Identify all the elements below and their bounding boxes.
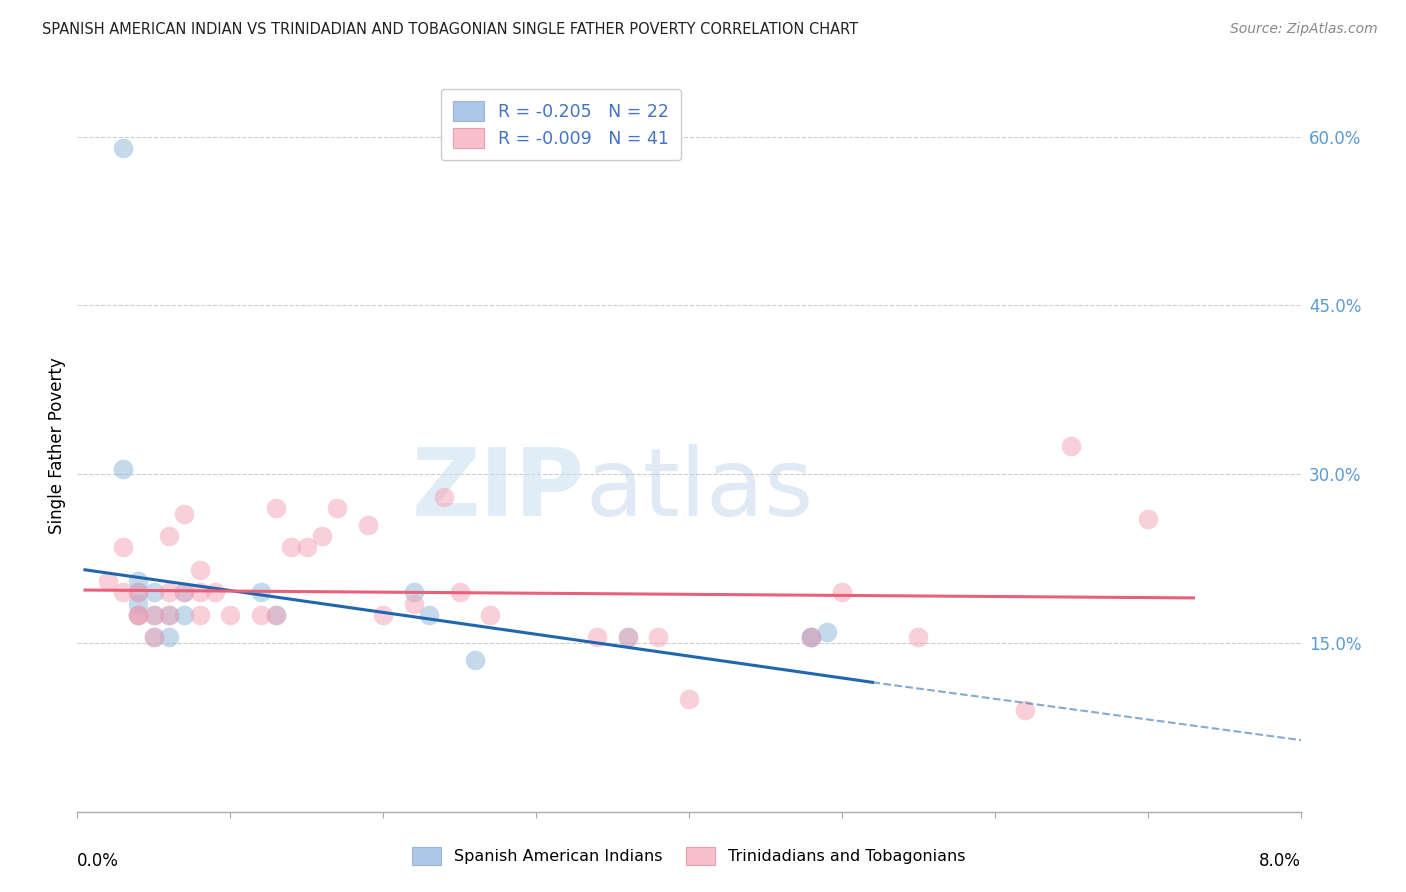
Point	[128, 607, 150, 622]
Point	[142, 607, 165, 622]
Point	[264, 607, 287, 622]
Point	[128, 574, 150, 588]
Point	[800, 630, 823, 644]
Point	[418, 607, 440, 622]
Point	[157, 607, 180, 622]
Point	[586, 630, 609, 644]
Legend: Spanish American Indians, Trinidadians and Tobagonians: Spanish American Indians, Trinidadians a…	[405, 838, 973, 873]
Point	[617, 630, 640, 644]
Point	[479, 607, 502, 622]
Point	[142, 630, 165, 644]
Point	[112, 541, 135, 555]
Point	[1060, 439, 1083, 453]
Point	[128, 585, 150, 599]
Point	[188, 607, 211, 622]
Point	[219, 607, 242, 622]
Point	[433, 490, 456, 504]
Point	[264, 500, 287, 515]
Point	[250, 607, 273, 622]
Point	[128, 607, 150, 622]
Point	[402, 585, 425, 599]
Point	[157, 607, 180, 622]
Point	[280, 541, 302, 555]
Point	[157, 529, 180, 543]
Point	[97, 574, 120, 588]
Text: SPANISH AMERICAN INDIAN VS TRINIDADIAN AND TOBAGONIAN SINGLE FATHER POVERTY CORR: SPANISH AMERICAN INDIAN VS TRINIDADIAN A…	[42, 22, 858, 37]
Point	[1014, 703, 1036, 717]
Point	[800, 630, 823, 644]
Point	[815, 624, 838, 639]
Point	[831, 585, 853, 599]
Text: 8.0%: 8.0%	[1258, 852, 1301, 870]
Point	[204, 585, 226, 599]
Point	[173, 607, 195, 622]
Point	[173, 507, 195, 521]
Point	[112, 461, 135, 475]
Point	[173, 585, 195, 599]
Point	[617, 630, 640, 644]
Y-axis label: Single Father Poverty: Single Father Poverty	[48, 358, 66, 534]
Point	[678, 692, 700, 706]
Point	[157, 630, 180, 644]
Point	[357, 517, 380, 532]
Point	[907, 630, 929, 644]
Point	[142, 630, 165, 644]
Point	[264, 607, 287, 622]
Point	[142, 607, 165, 622]
Point	[800, 630, 823, 644]
Point	[1136, 512, 1159, 526]
Point	[449, 585, 471, 599]
Point	[402, 597, 425, 611]
Point	[188, 585, 211, 599]
Point	[464, 653, 486, 667]
Text: Source: ZipAtlas.com: Source: ZipAtlas.com	[1230, 22, 1378, 37]
Text: ZIP: ZIP	[412, 444, 585, 536]
Point	[112, 585, 135, 599]
Point	[371, 607, 394, 622]
Point	[647, 630, 669, 644]
Text: 0.0%: 0.0%	[77, 852, 120, 870]
Point	[157, 585, 180, 599]
Point	[295, 541, 318, 555]
Point	[311, 529, 333, 543]
Point	[250, 585, 273, 599]
Point	[112, 141, 135, 155]
Point	[128, 607, 150, 622]
Point	[173, 585, 195, 599]
Point	[188, 563, 211, 577]
Text: atlas: atlas	[585, 444, 813, 536]
Point	[128, 585, 150, 599]
Point	[326, 500, 349, 515]
Point	[142, 585, 165, 599]
Point	[128, 597, 150, 611]
